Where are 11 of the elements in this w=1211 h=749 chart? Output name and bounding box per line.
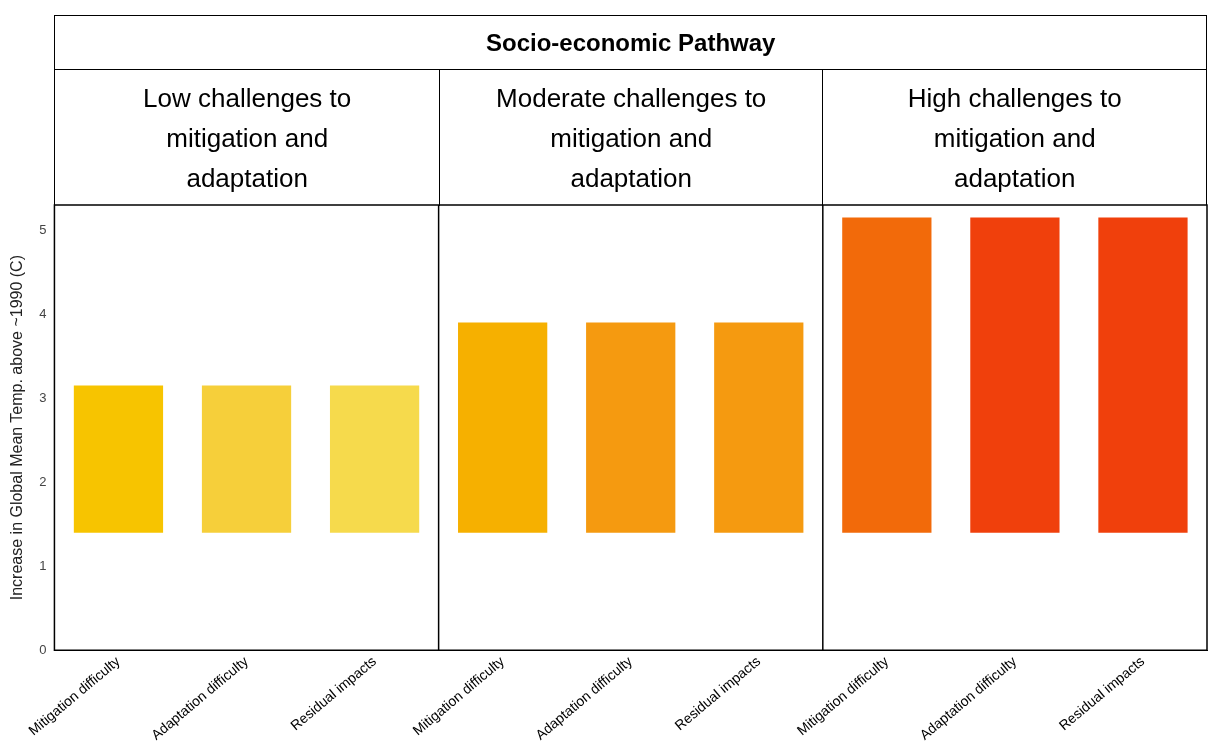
y-tick-label: 0 — [39, 641, 47, 657]
text: Moderate challenges to mitigation and adaptation — [495, 82, 768, 195]
text: Low challenges to mitigation and adaptation — [142, 82, 353, 195]
chart-title: Socio-economic Pathway — [55, 16, 1206, 70]
y-axis-title: Increase in Global Mean Temp. above ~1990 (C) — [8, 255, 26, 601]
y-tick-label: 4 — [39, 305, 47, 321]
y-tick-label: 1 — [39, 557, 47, 573]
y-tick-label: 3 — [39, 389, 47, 405]
y-tick-label: 2 — [39, 473, 47, 489]
text: High challenges to mitigation and adaptation — [906, 82, 1123, 195]
y-tick-label: 5 — [39, 221, 47, 237]
